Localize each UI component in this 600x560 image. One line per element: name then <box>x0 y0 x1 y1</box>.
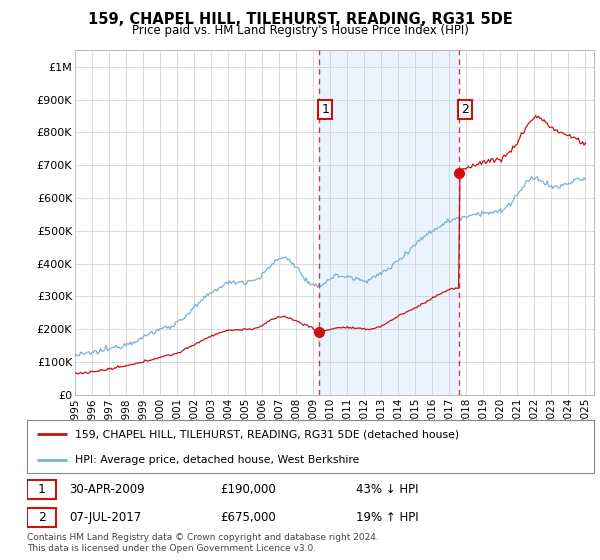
Text: £190,000: £190,000 <box>220 483 275 496</box>
Text: Price paid vs. HM Land Registry's House Price Index (HPI): Price paid vs. HM Land Registry's House … <box>131 24 469 36</box>
Text: 19% ↑ HPI: 19% ↑ HPI <box>356 511 418 524</box>
Text: 159, CHAPEL HILL, TILEHURST, READING, RG31 5DE (detached house): 159, CHAPEL HILL, TILEHURST, READING, RG… <box>75 430 460 440</box>
Text: 43% ↓ HPI: 43% ↓ HPI <box>356 483 418 496</box>
Bar <box>27 507 56 527</box>
Text: 1: 1 <box>322 103 329 116</box>
Text: 159, CHAPEL HILL, TILEHURST, READING, RG31 5DE: 159, CHAPEL HILL, TILEHURST, READING, RG… <box>88 12 512 27</box>
Text: Contains HM Land Registry data © Crown copyright and database right 2024.
This d: Contains HM Land Registry data © Crown c… <box>27 533 379 553</box>
Text: 2: 2 <box>461 103 469 116</box>
Bar <box>27 480 56 500</box>
Text: 2: 2 <box>38 511 46 524</box>
Text: 07-JUL-2017: 07-JUL-2017 <box>70 511 142 524</box>
Text: HPI: Average price, detached house, West Berkshire: HPI: Average price, detached house, West… <box>75 455 359 465</box>
Text: 1: 1 <box>38 483 46 496</box>
Text: £675,000: £675,000 <box>220 511 275 524</box>
Text: 30-APR-2009: 30-APR-2009 <box>70 483 145 496</box>
Bar <box>319 50 458 395</box>
